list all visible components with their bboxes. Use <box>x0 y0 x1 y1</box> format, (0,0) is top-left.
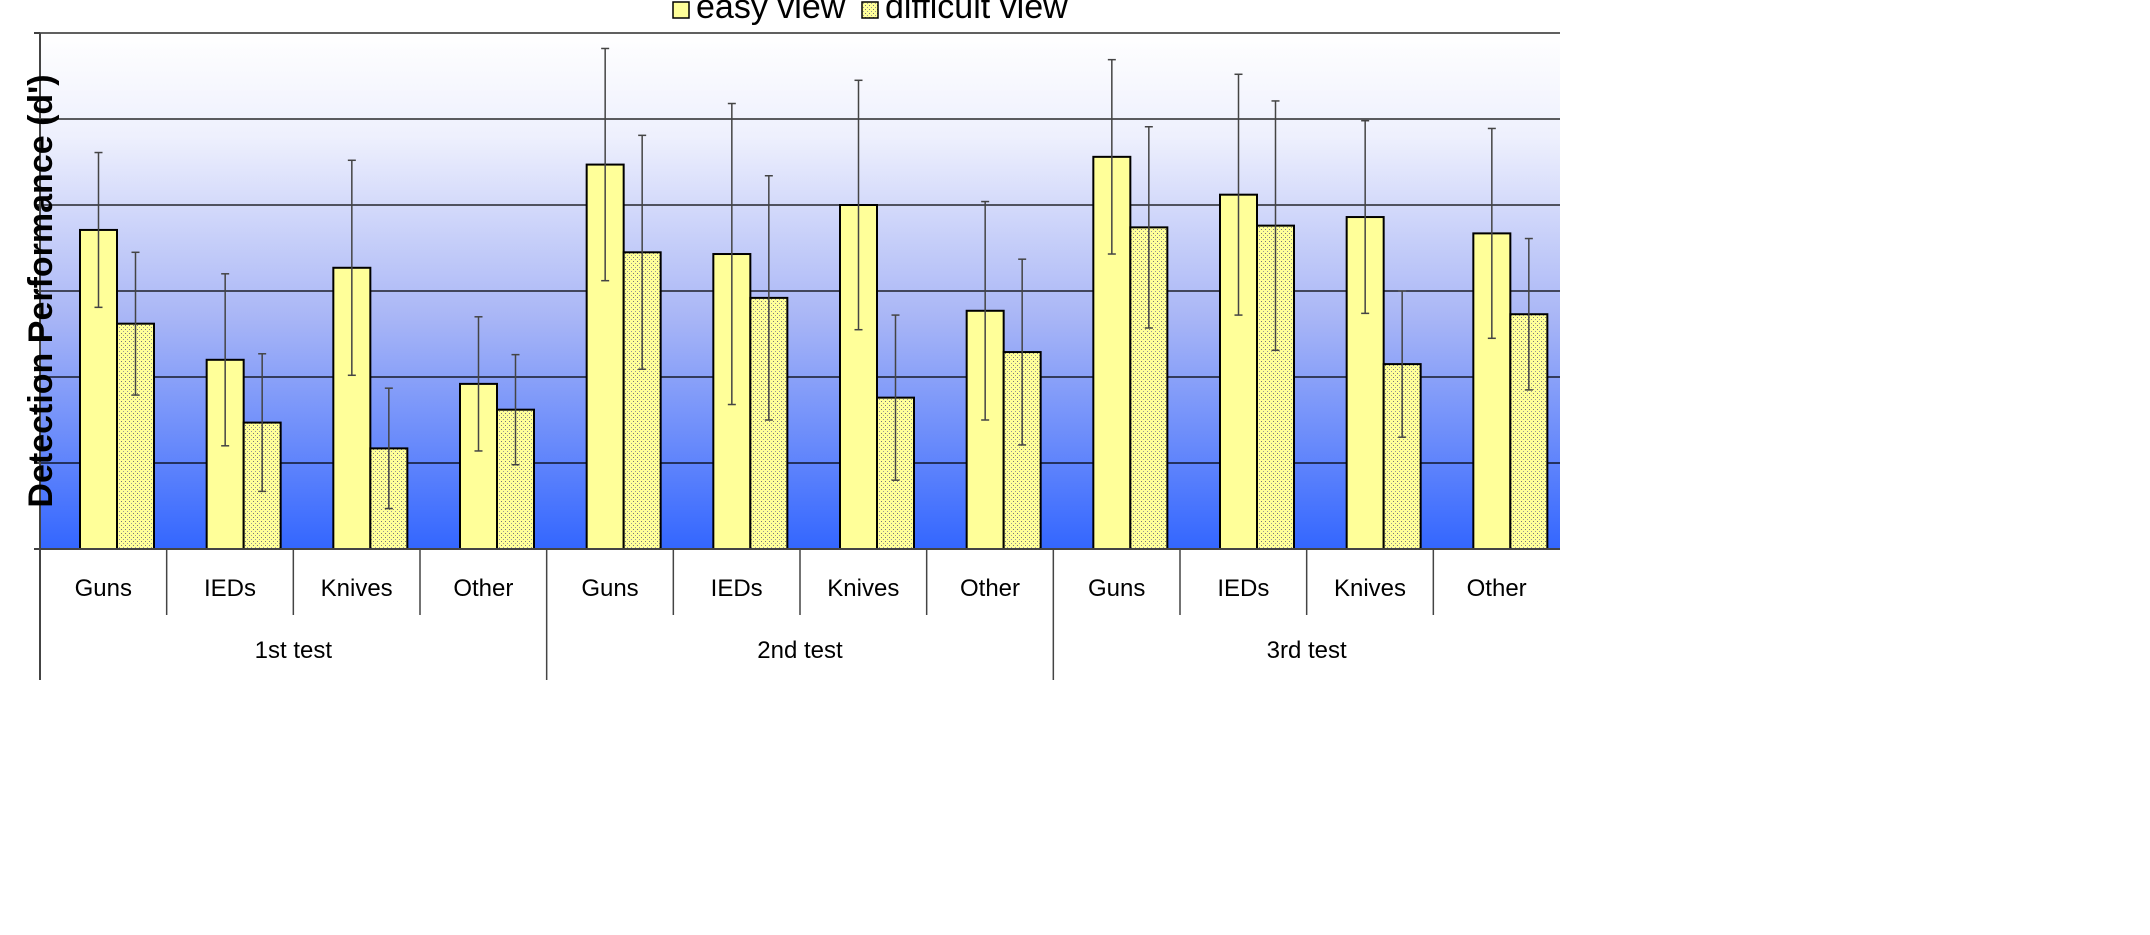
x-tick-label: Other <box>453 575 513 602</box>
group-label: 1st test <box>255 637 333 664</box>
x-tick-label: Knives <box>321 575 393 602</box>
y-axis-label: Detection Performance (d') <box>22 74 60 507</box>
x-tick-label: Knives <box>1334 575 1406 602</box>
legend-label-easy: easy view <box>696 0 846 26</box>
legend-label-difficult: difficult view <box>885 0 1068 26</box>
x-tick-label: IEDs <box>711 575 763 602</box>
x-tick-label: Other <box>1467 575 1527 602</box>
x-tick-label: Guns <box>75 575 132 602</box>
x-tick-label: IEDs <box>204 575 256 602</box>
legend-swatch-difficult <box>861 1 879 19</box>
legend-swatch-easy <box>672 1 690 19</box>
legend: easy view difficult view <box>672 0 1068 26</box>
group-label: 3rd test <box>1267 637 1347 664</box>
x-tick-label: Knives <box>827 575 899 602</box>
x-tick-label: Guns <box>581 575 638 602</box>
x-tick-label: Other <box>960 575 1020 602</box>
x-tick-label: IEDs <box>1217 575 1269 602</box>
group-label: 2nd test <box>757 637 843 664</box>
x-tick-label: Guns <box>1088 575 1145 602</box>
